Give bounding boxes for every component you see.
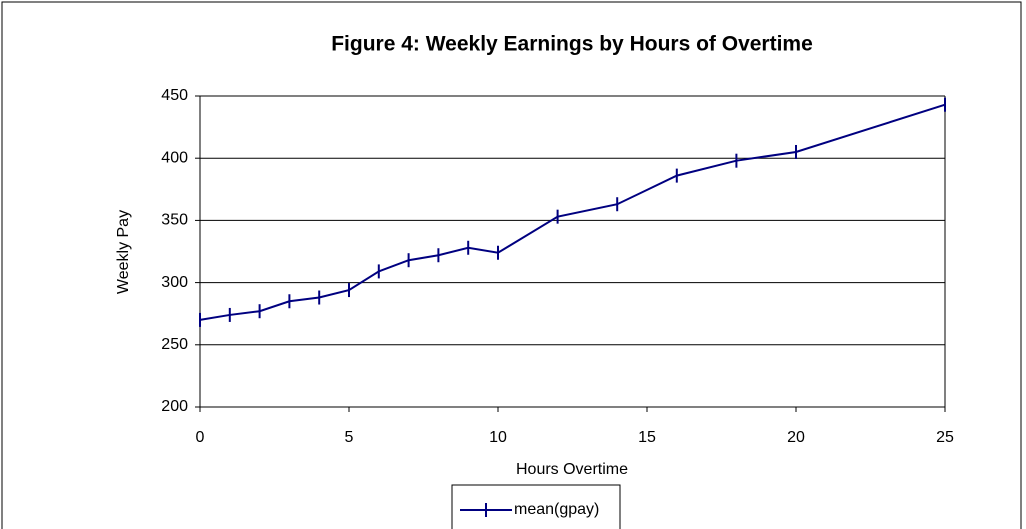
y-tick-label: 250 [161, 336, 188, 353]
chart-title: Figure 4: Weekly Earnings by Hours of Ov… [331, 33, 813, 56]
y-tick-label: 350 [161, 212, 188, 229]
y-tick-label: 200 [161, 398, 188, 415]
x-tick-label: 15 [638, 429, 656, 446]
legend-label: mean(gpay) [514, 501, 599, 518]
y-tick-label: 450 [161, 87, 188, 104]
legend-box [451, 484, 621, 529]
y-axis-label: Weekly Pay [115, 210, 132, 294]
x-tick-label: 10 [489, 429, 507, 446]
y-tick-label: 300 [161, 274, 188, 291]
x-tick-label: 5 [345, 429, 354, 446]
y-tick-label: 400 [161, 149, 188, 166]
x-axis-label: Hours Overtime [516, 461, 628, 478]
x-tick-label: 20 [787, 429, 805, 446]
x-tick-label: 0 [196, 429, 205, 446]
x-tick-label: 25 [936, 429, 954, 446]
